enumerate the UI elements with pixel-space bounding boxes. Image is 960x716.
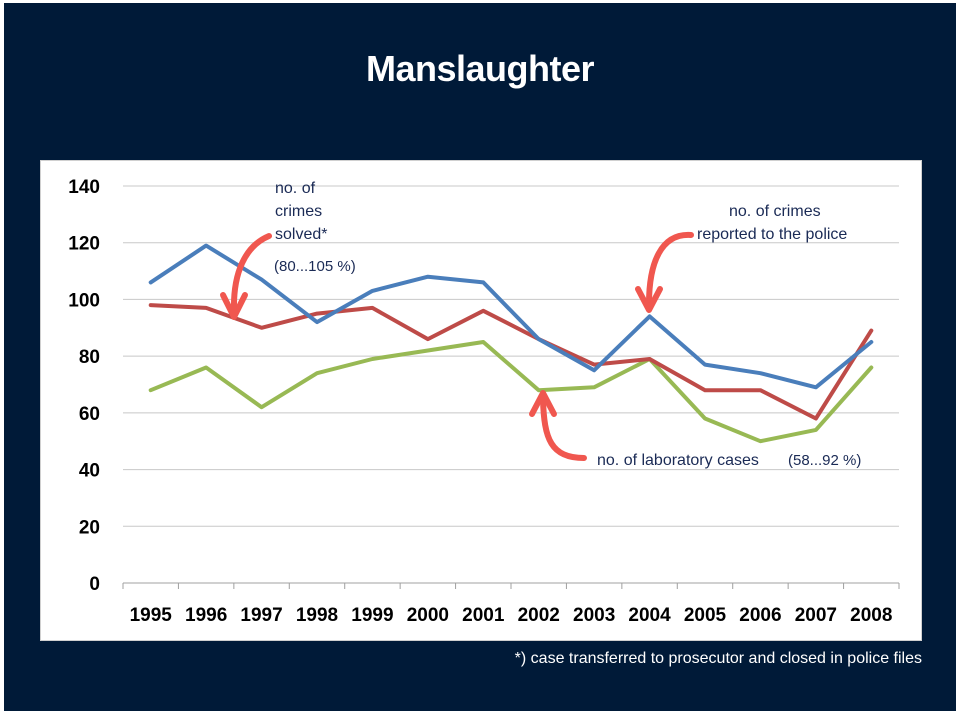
annotation-lab-label: no. of laboratory cases <box>597 452 759 469</box>
y-tick-label: 20 <box>79 517 100 538</box>
line-chart: 0 20 40 60 80 100 120 140 1995 1996 1997 1998 1999 2… <box>68 177 900 626</box>
annotation-solved-range: (80...105 %) <box>274 258 356 275</box>
arrow-reported-head <box>635 286 663 313</box>
x-tick-label: 2002 <box>518 605 560 626</box>
annotation-solved-line1: no. of <box>275 180 316 197</box>
y-tick-label: 80 <box>79 347 100 368</box>
footnote: *) case transferred to prosecutor and cl… <box>514 650 922 667</box>
chart-panel: 0 20 40 60 80 100 120 140 1995 1996 1997 1998 1999 2… <box>40 160 922 641</box>
y-axis-ticks: 0 20 40 60 80 100 120 140 <box>68 177 100 595</box>
annotation-reported-line1: no. of crimes <box>729 203 821 220</box>
x-tick-label: 1995 <box>130 605 173 626</box>
x-tick-label: 2006 <box>739 605 781 626</box>
series-lines <box>148 243 874 444</box>
x-tick-label: 2004 <box>628 605 671 626</box>
slide-title: Manslaughter <box>365 48 595 89</box>
annotation-solved-line2: crimes <box>275 203 322 220</box>
x-tick-label: 2007 <box>795 605 837 626</box>
x-tick-label: 2001 <box>462 605 505 626</box>
y-tick-label: 40 <box>79 461 100 482</box>
arrow-reported <box>646 231 694 307</box>
arrow-solved-head <box>220 292 248 320</box>
x-tick-label: 2005 <box>684 605 727 626</box>
x-tick-label: 1999 <box>351 605 393 626</box>
x-tick-label: 1998 <box>296 605 338 626</box>
arrow-lab-head <box>529 390 557 417</box>
x-tick-label: 2008 <box>850 605 892 626</box>
y-tick-label: 100 <box>68 290 100 311</box>
arrow-solved <box>230 233 272 314</box>
series-line-laboratory <box>148 340 874 444</box>
annotation-reported-line2: reported to the police <box>697 226 847 243</box>
x-tick-label: 1997 <box>240 605 282 626</box>
y-tick-label: 140 <box>68 177 100 198</box>
series-line-reported <box>148 243 874 390</box>
grid <box>123 185 899 584</box>
y-tick-label: 0 <box>89 574 100 595</box>
x-axis-ticks: 1995 1996 1997 1998 1999 2000 2001 2002 2003 2004… <box>122 583 900 626</box>
series-line-solved <box>148 303 874 421</box>
x-tick-label: 2000 <box>407 605 449 626</box>
y-tick-label: 60 <box>79 404 100 425</box>
x-tick-label: 2003 <box>573 605 615 626</box>
x-tick-label: 1996 <box>185 605 227 626</box>
arrow-lab <box>540 396 587 461</box>
y-tick-label: 120 <box>68 234 100 255</box>
annotation-solved-line3: solved* <box>275 226 327 243</box>
annotation-lab-range: (58...92 %) <box>788 452 861 469</box>
